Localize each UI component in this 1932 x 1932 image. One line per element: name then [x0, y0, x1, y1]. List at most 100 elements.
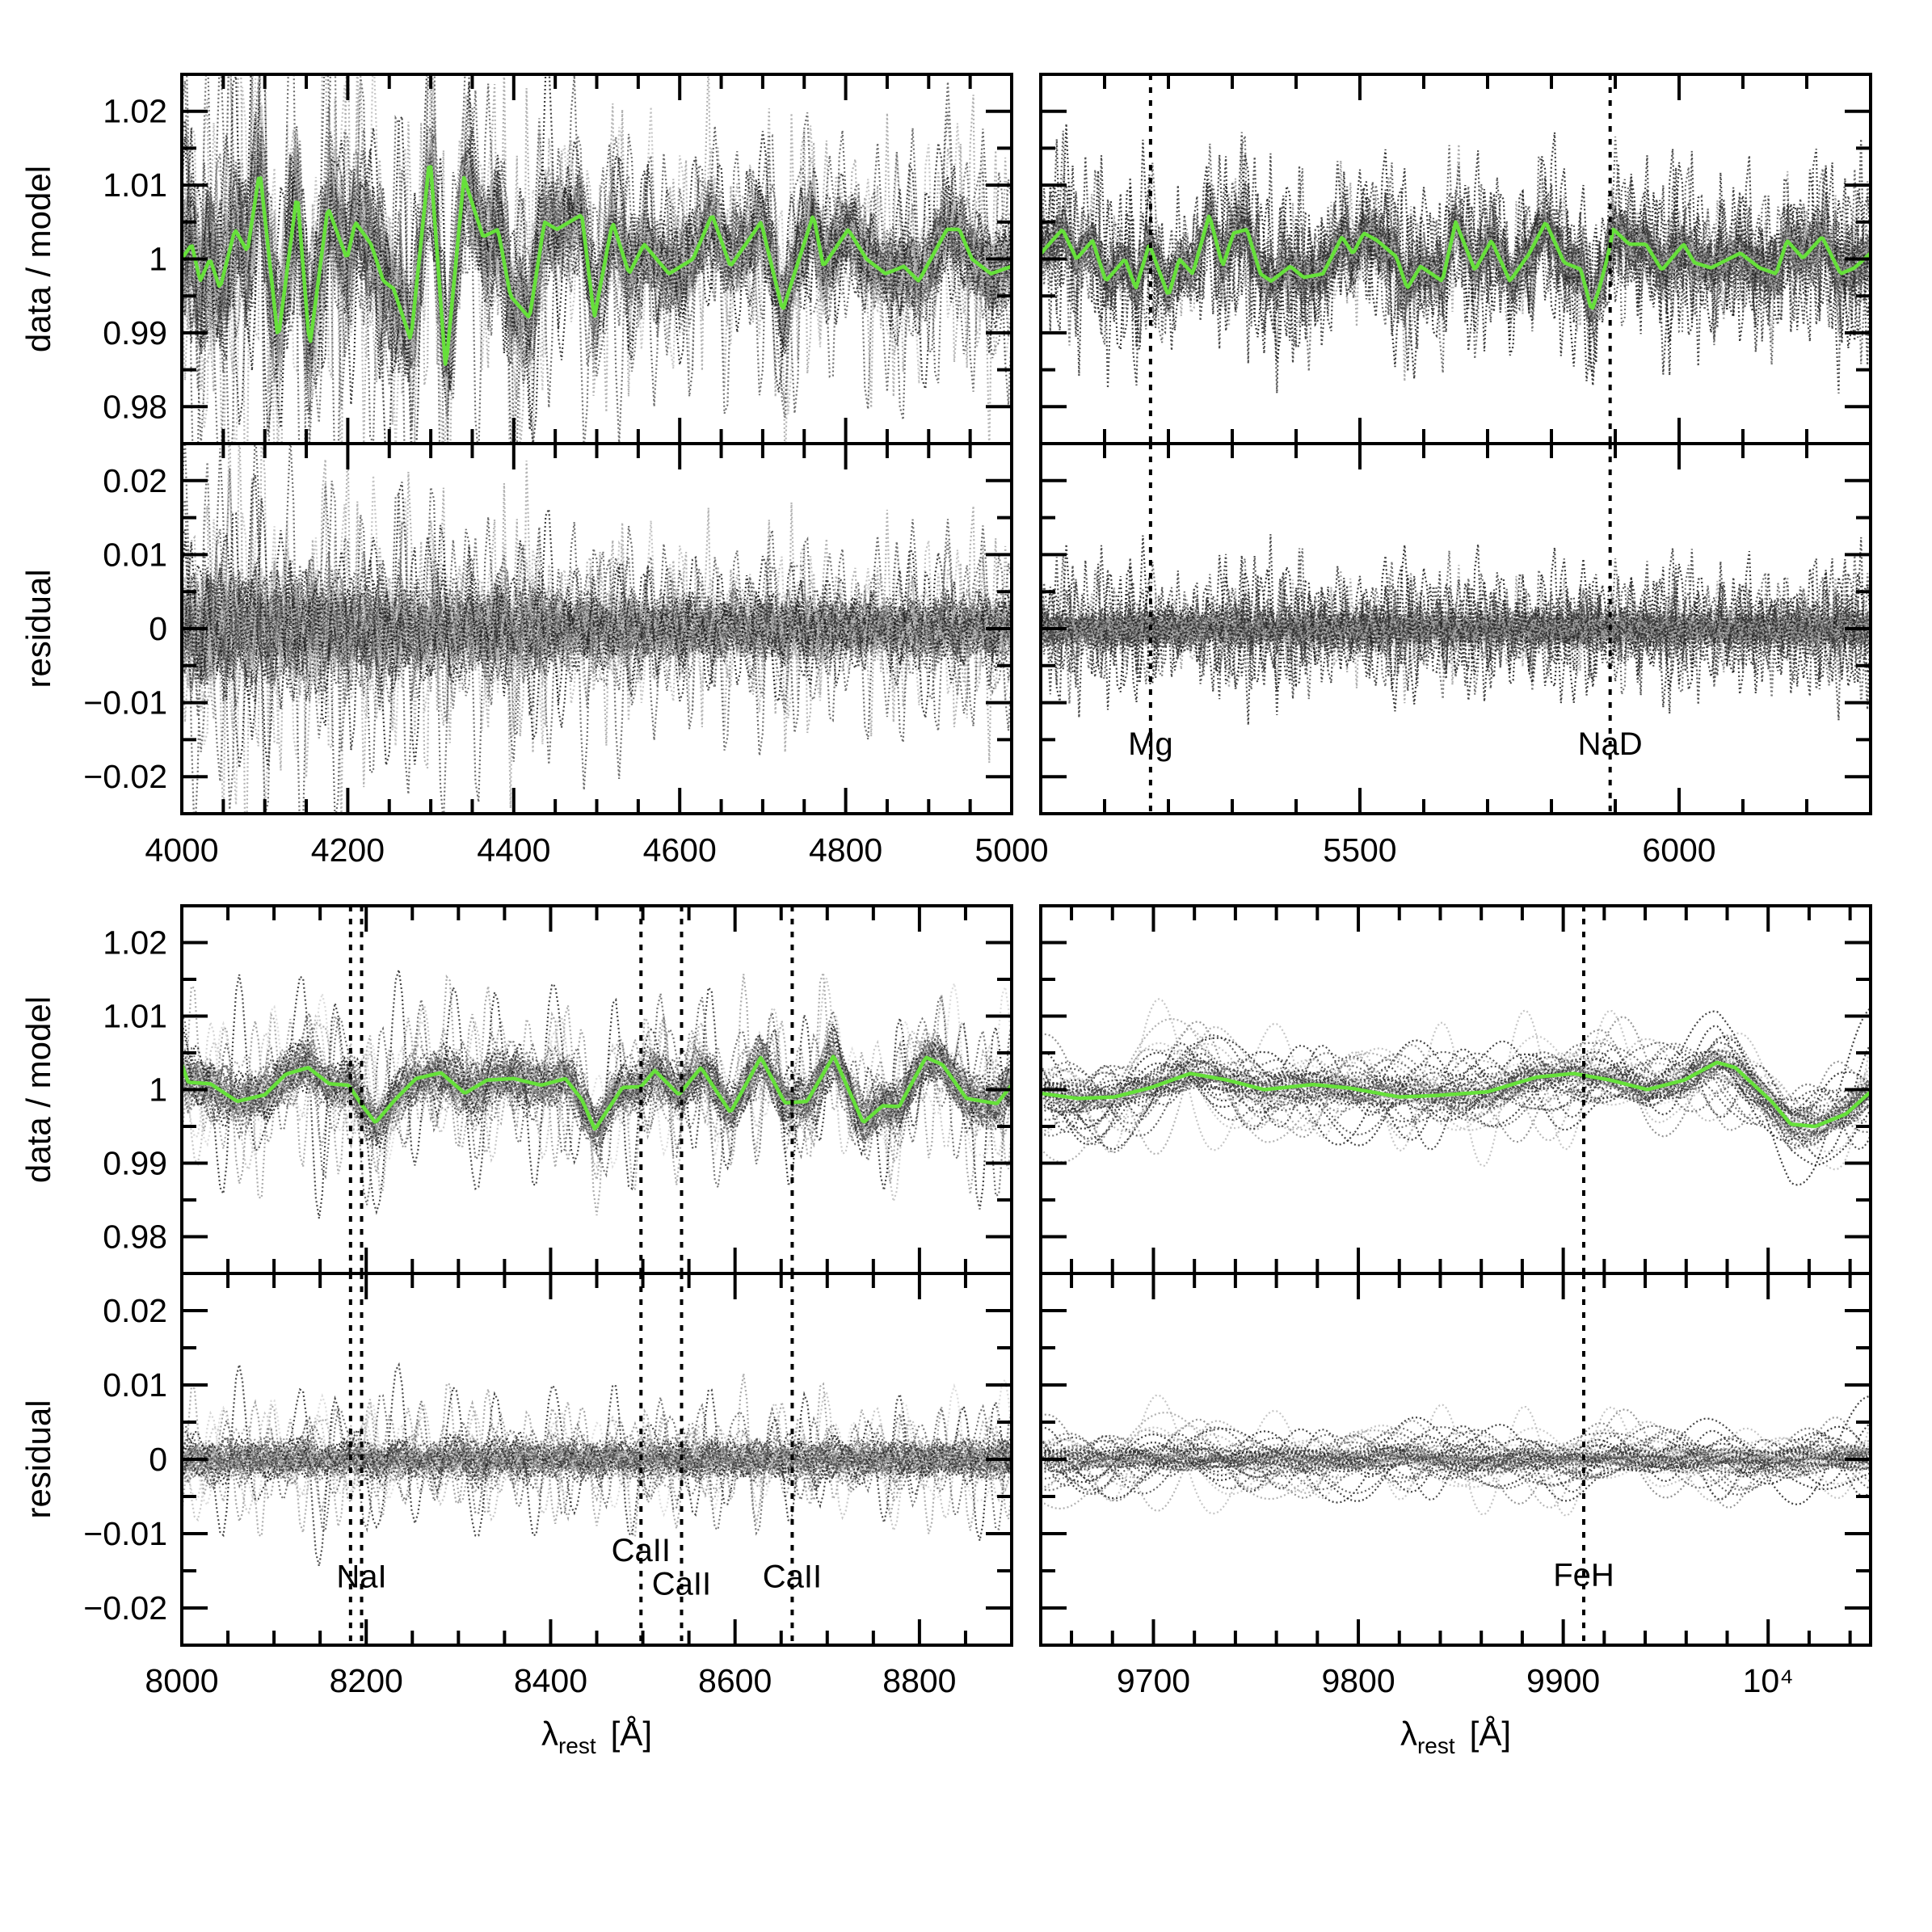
spectrum-curve — [1041, 1442, 1871, 1480]
spectrum-curve — [182, 1362, 1012, 1567]
spectrum-curve — [182, 166, 1012, 364]
x-axis-label: λrest [Å] — [1400, 1715, 1511, 1758]
panel-red-optical: Mg NaD 5500 6000 — [1039, 73, 1872, 869]
x-tick-label: 8400 — [514, 1662, 587, 1699]
spectra-scatter — [1041, 998, 1871, 1186]
ratio-axis-label: data / model — [19, 996, 57, 1183]
x-ticks — [1039, 74, 1872, 444]
mean-ratio-line — [182, 165, 1012, 366]
spectrum-curve — [1041, 611, 1871, 645]
spectrum-curve — [1041, 569, 1871, 689]
x-label-symbol: λ — [541, 1715, 558, 1753]
spectrum-curve — [1041, 203, 1871, 323]
x-tick-label: 4200 — [311, 831, 385, 869]
spectrum-curve — [1041, 1428, 1871, 1501]
spectrum-curve — [182, 74, 1012, 444]
y-ticks — [182, 904, 1012, 1275]
spectrum-curve — [182, 556, 1012, 700]
y-tick-label: 0.02 — [103, 462, 167, 499]
panel-calcium-triplet: 1.02 1.01 1 0.99 0.98 data / model 0.02 0.01 0 −0… — [19, 904, 1013, 1758]
x-tick-label: 10⁴ — [1743, 1662, 1794, 1699]
y-tick-label: 0.98 — [103, 1219, 167, 1256]
spectrum-curve — [1041, 1425, 1871, 1496]
spectrum-curve — [182, 149, 1012, 373]
mean-ratio-line — [1041, 1060, 1871, 1129]
y-tick-label: 0.98 — [103, 388, 167, 425]
spectrum-curve — [182, 1427, 1012, 1492]
spectrum-curve — [1041, 1411, 1871, 1510]
spectrum-curve — [1041, 1052, 1871, 1140]
spectrum-curve — [1041, 1067, 1871, 1128]
ratio-panel: 1.02 1.01 1 0.99 0.98 data / model — [19, 73, 1013, 445]
spectrum-curve — [1041, 1034, 1871, 1147]
spectrum-curve — [182, 1040, 1012, 1136]
x-ticks — [180, 1273, 1013, 1645]
spectrum-curve — [1041, 1442, 1871, 1479]
spectrum-curve — [182, 588, 1012, 671]
ratio-panel — [1039, 73, 1872, 445]
y-tick-label: 0.99 — [103, 1145, 167, 1182]
y-tick-label: −0.01 — [83, 684, 167, 722]
spectrum-curve — [1041, 1427, 1871, 1491]
x-tick-label: 6000 — [1642, 831, 1715, 869]
spectrum-curve — [1041, 1443, 1871, 1474]
spectrum-curve — [182, 983, 1012, 1169]
spectrum-curve — [1041, 1050, 1871, 1138]
spectrum-curve — [182, 1394, 1012, 1536]
y-tick-label: 1 — [149, 1071, 167, 1109]
spectrum-curve — [1041, 1057, 1871, 1140]
x-label-symbol: λ — [1400, 1715, 1417, 1753]
spectrum-curve — [1041, 1449, 1871, 1469]
ratio-axis-label: data / model — [19, 166, 57, 352]
spectrum-curve — [1041, 1042, 1871, 1140]
spectrum-curve — [1041, 1426, 1871, 1492]
spectrum-curve — [182, 1045, 1012, 1134]
spectrum-curve — [1041, 1443, 1871, 1474]
spectrum-curve — [1041, 130, 1871, 373]
x-ticks — [1070, 906, 1852, 1273]
spectrum-curve — [182, 1046, 1012, 1147]
spectrum-curve — [1041, 149, 1871, 386]
spectrum-curve — [1041, 1055, 1871, 1143]
ratio-panel — [1039, 904, 1872, 1275]
spectrum-curve — [182, 1054, 1012, 1138]
spectrum-curve — [1041, 1420, 1871, 1512]
spectrum-curve — [1041, 1057, 1871, 1146]
spectrum-curve — [182, 972, 1012, 1216]
spectrum-curve — [182, 978, 1012, 1202]
spectrum-curve — [182, 575, 1012, 697]
x-tick-label: 8800 — [882, 1662, 956, 1699]
spectrum-curve — [182, 1437, 1012, 1485]
x-tick-label: 5500 — [1323, 831, 1396, 869]
spectrum-curve — [182, 1435, 1012, 1484]
spectrum-curve — [182, 541, 1012, 692]
spectrum-curve — [182, 1378, 1012, 1517]
spectrum-curve — [182, 519, 1012, 744]
spectrum-curve — [182, 1008, 1012, 1149]
x-tick-label: 8200 — [330, 1662, 403, 1699]
spectrum-curve — [1041, 611, 1871, 647]
y-ticks — [1041, 442, 1871, 815]
x-label-subscript: rest — [558, 1733, 596, 1758]
spectrum-curve — [182, 1051, 1012, 1133]
spectrum-curve — [1041, 602, 1871, 656]
spectrum-curve — [182, 1021, 1012, 1156]
spectrum-curve — [1041, 1446, 1871, 1470]
spectrum-curve — [1041, 1025, 1871, 1155]
x-tick-label: 4400 — [477, 831, 550, 869]
spectrum-curve — [1041, 545, 1871, 712]
spectrum-curve — [1041, 1395, 1871, 1505]
spectrum-curve — [1041, 1054, 1871, 1137]
y-tick-label: 1.01 — [103, 166, 167, 204]
feature-label: CaII — [612, 1533, 671, 1568]
spectrum-curve — [1041, 1035, 1871, 1153]
spectrum-curve — [1041, 1042, 1871, 1128]
spectrum-curve — [1041, 1417, 1871, 1502]
spectrum-curve — [182, 1442, 1012, 1477]
spectrum-curve — [1041, 1424, 1871, 1492]
y-ticks — [182, 1272, 1012, 1647]
y-tick-label: −0.02 — [83, 758, 167, 795]
spectrum-curve — [1041, 1063, 1871, 1123]
spectrum-curve — [182, 1415, 1012, 1500]
spectrum-curve — [1041, 607, 1871, 651]
